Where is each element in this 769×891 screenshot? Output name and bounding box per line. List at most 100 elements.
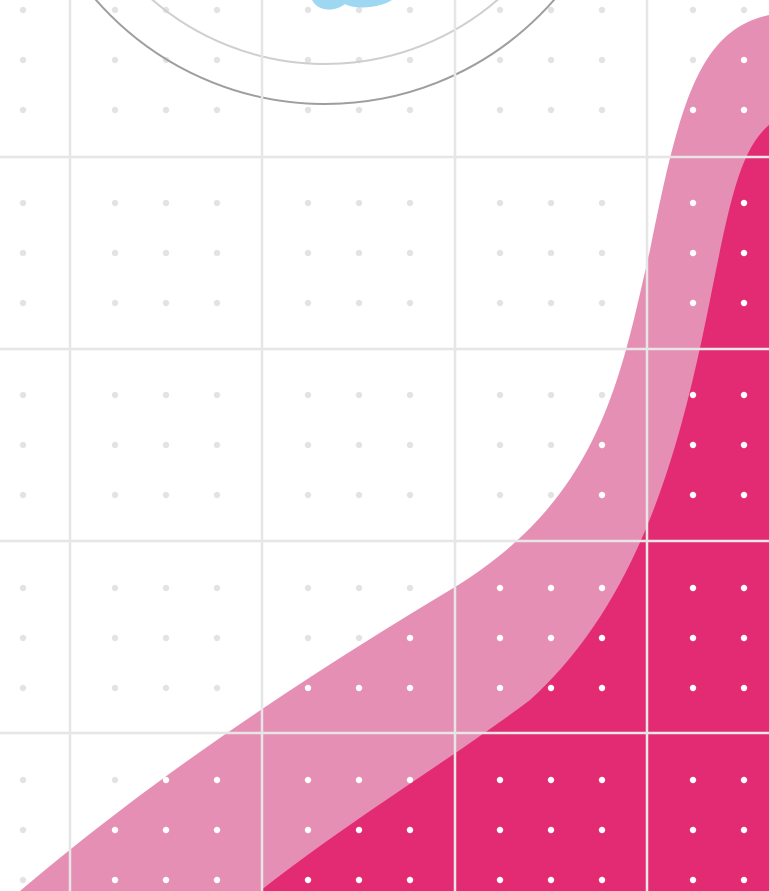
dot (112, 635, 118, 641)
dot (741, 300, 747, 306)
dot (599, 585, 605, 591)
dot (214, 442, 220, 448)
dot (599, 107, 605, 113)
dot (407, 392, 413, 398)
dot (20, 392, 26, 398)
dot (214, 635, 220, 641)
dot (741, 7, 747, 13)
dot (497, 685, 503, 691)
dot (407, 7, 413, 13)
dot (599, 777, 605, 783)
dot (407, 300, 413, 306)
dot (20, 877, 26, 883)
dot (690, 200, 696, 206)
dot (20, 585, 26, 591)
dot (407, 585, 413, 591)
dot (497, 7, 503, 13)
dot (407, 442, 413, 448)
dot (20, 777, 26, 783)
dot (112, 7, 118, 13)
dot (599, 250, 605, 256)
dot (548, 635, 554, 641)
dot (356, 200, 362, 206)
dot (690, 107, 696, 113)
dot (599, 685, 605, 691)
dot (214, 250, 220, 256)
blue-blob (312, 0, 392, 10)
dot (741, 635, 747, 641)
dot (497, 200, 503, 206)
dot (305, 777, 311, 783)
dot (690, 7, 696, 13)
dot (599, 200, 605, 206)
dot (214, 685, 220, 691)
dot (497, 585, 503, 591)
dot (305, 492, 311, 498)
dot (548, 685, 554, 691)
dot (407, 877, 413, 883)
dot (497, 635, 503, 641)
dot (548, 777, 554, 783)
dot (407, 107, 413, 113)
dot (356, 392, 362, 398)
dot (112, 777, 118, 783)
dot (548, 107, 554, 113)
dot (356, 7, 362, 13)
dot (20, 442, 26, 448)
dot (599, 442, 605, 448)
dot (305, 107, 311, 113)
dot (214, 392, 220, 398)
dot (20, 107, 26, 113)
dot (741, 442, 747, 448)
dot (690, 492, 696, 498)
dot (214, 200, 220, 206)
dot (214, 877, 220, 883)
dot (497, 250, 503, 256)
dot (163, 250, 169, 256)
dot (20, 300, 26, 306)
dot (305, 635, 311, 641)
dot (163, 392, 169, 398)
dot (690, 635, 696, 641)
dot (548, 57, 554, 63)
dot (356, 300, 362, 306)
dot (548, 585, 554, 591)
dot (497, 777, 503, 783)
dot (548, 392, 554, 398)
dot (20, 827, 26, 833)
dot (112, 442, 118, 448)
dot (20, 492, 26, 498)
dot (690, 685, 696, 691)
dot (407, 777, 413, 783)
dot (20, 685, 26, 691)
dot (214, 492, 220, 498)
dot (20, 200, 26, 206)
dot (112, 877, 118, 883)
dot (497, 492, 503, 498)
dot (305, 57, 311, 63)
dot (599, 827, 605, 833)
dot (112, 392, 118, 398)
dot (356, 585, 362, 591)
dot (690, 827, 696, 833)
dot (690, 57, 696, 63)
dot (407, 685, 413, 691)
dot (356, 635, 362, 641)
dot (690, 392, 696, 398)
dot (163, 442, 169, 448)
dot (548, 492, 554, 498)
dot (497, 827, 503, 833)
dot (690, 442, 696, 448)
dot (112, 827, 118, 833)
dot (163, 827, 169, 833)
dot (214, 7, 220, 13)
dot (305, 585, 311, 591)
dot (548, 300, 554, 306)
dot (599, 300, 605, 306)
dot (548, 250, 554, 256)
dot (163, 585, 169, 591)
dot (20, 7, 26, 13)
dot (497, 442, 503, 448)
dot (741, 685, 747, 691)
dot (548, 200, 554, 206)
